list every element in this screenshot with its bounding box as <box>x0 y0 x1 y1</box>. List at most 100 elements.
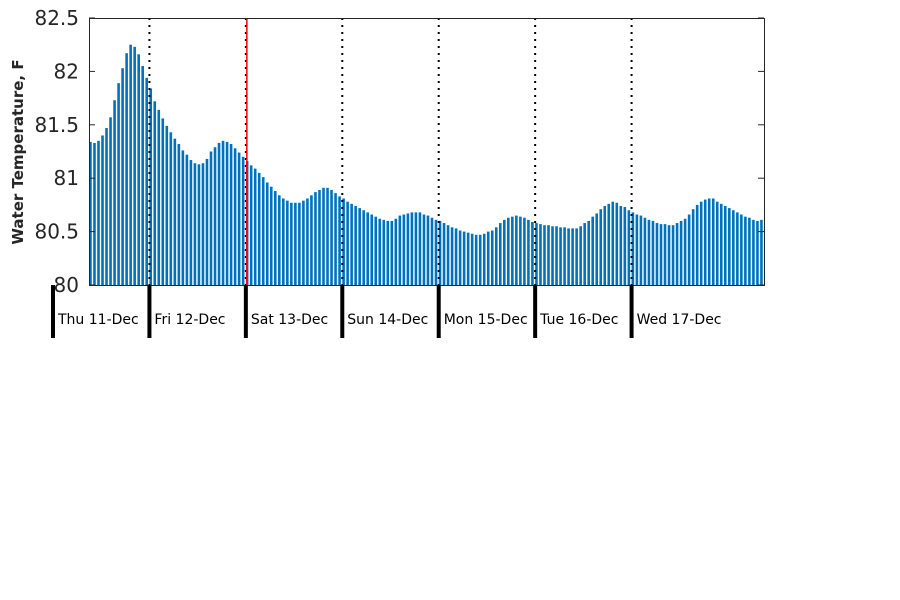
temperature-bar <box>346 201 349 285</box>
plot-axes-box <box>89 18 765 286</box>
temperature-bar <box>169 132 173 285</box>
day-label: Thu 11-Dec <box>57 312 139 328</box>
temperature-bar <box>189 160 193 285</box>
y-tick-label: 82 <box>54 59 79 83</box>
temperature-bar <box>707 198 711 285</box>
temperature-bar <box>551 226 554 285</box>
temperature-bar <box>273 191 277 285</box>
temperature-bar <box>466 232 470 285</box>
temperature-bar <box>647 219 651 285</box>
temperature-bar <box>201 163 205 285</box>
temperature-bar <box>153 101 157 285</box>
temperature-bar <box>113 100 116 286</box>
temperature-bar <box>386 220 390 285</box>
temperature-bar <box>667 225 671 285</box>
temperature-bar <box>748 217 751 285</box>
temperature-bar <box>523 217 526 285</box>
temperature-bar <box>282 198 285 285</box>
temperature-bar <box>595 213 599 285</box>
temperature-bar <box>711 198 715 285</box>
temperature-bar <box>744 216 747 285</box>
temperature-bar <box>105 128 108 285</box>
day-label: Wed 17-Dec <box>637 312 722 328</box>
temperature-bar <box>330 189 333 285</box>
temperature-bar <box>639 215 643 285</box>
temperature-bar <box>149 88 153 286</box>
temperature-bar <box>458 230 462 285</box>
temperature-bar <box>181 150 185 285</box>
temperature-bar <box>290 202 293 285</box>
temperature-bar <box>756 220 759 285</box>
temperature-bar <box>394 218 398 285</box>
temperature-bar <box>736 212 739 285</box>
temperature-bar <box>306 198 309 285</box>
temperature-bar <box>567 228 570 285</box>
x-day-axis: Thu 11-Dec Fri 12-Dec Sat 13-Dec Sun 14-Dec… <box>51 285 722 338</box>
day-label: Tue 16-Dec <box>539 312 618 328</box>
temperature-bar <box>691 209 695 285</box>
y-tick-label: 80.5 <box>34 220 79 244</box>
temperature-bar <box>470 233 474 285</box>
temperature-bar <box>740 214 743 285</box>
y-axis-ticks: 80 80.5 81 81.5 82 82.5 <box>34 6 764 297</box>
temperature-bar <box>225 141 229 285</box>
temperature-bar <box>454 228 458 285</box>
temperature-bar <box>511 216 514 285</box>
temperature-bar <box>426 215 430 285</box>
temperature-bar <box>498 223 502 285</box>
temperature-bar <box>438 220 442 285</box>
temperature-bar <box>663 224 667 285</box>
temperature-bar <box>318 189 321 285</box>
temperature-bar <box>137 54 140 286</box>
temperature-bar <box>728 208 731 285</box>
temperature-bar <box>434 219 438 285</box>
temperature-bar <box>699 201 703 285</box>
day-label: Mon 15-Dec <box>444 312 528 328</box>
temperature-bar <box>442 223 446 285</box>
temperature-bar <box>229 144 233 285</box>
temperature-bar <box>101 135 104 285</box>
temperature-bar <box>342 198 345 285</box>
temperature-bar <box>217 142 221 285</box>
temperature-bar <box>752 219 755 285</box>
temperature-bar <box>402 214 406 285</box>
temperature-bar <box>543 225 546 285</box>
temperature-bar <box>125 53 128 285</box>
temperature-bar <box>603 205 607 285</box>
temperature-bar <box>145 77 149 285</box>
temperature-bar <box>221 140 225 285</box>
temperature-bar <box>547 225 550 285</box>
temperature-bar <box>390 220 394 285</box>
y-axis-label: Water Temperature, F <box>9 59 27 244</box>
temperature-bar <box>719 203 723 285</box>
temperature-bar <box>615 202 619 285</box>
temperature-bar <box>651 220 655 285</box>
day-divider-lines <box>148 18 633 285</box>
temperature-bar <box>450 227 454 285</box>
temperature-bar <box>599 209 603 285</box>
temperature-bar <box>213 147 217 285</box>
temperature-bar <box>515 215 518 285</box>
temperature-bar <box>527 219 530 285</box>
temperature-bar <box>494 227 498 285</box>
temperature-bar <box>398 215 402 285</box>
temperature-bar <box>631 212 635 285</box>
y-tick-label: 81.5 <box>34 113 79 137</box>
day-label: Sat 13-Dec <box>251 312 328 328</box>
temperature-bar <box>679 220 683 285</box>
temperature-bar <box>185 154 189 285</box>
temperature-bar <box>121 68 124 285</box>
temperature-bar <box>519 216 522 285</box>
temperature-bar <box>760 219 763 285</box>
temperature-bar <box>422 214 426 285</box>
temperature-bar <box>209 151 213 285</box>
temperature-bar <box>97 140 100 285</box>
temperature-bar <box>555 226 558 285</box>
temperature-bar <box>627 210 631 285</box>
temperature-bar <box>539 224 542 285</box>
temperature-bar <box>326 187 329 285</box>
y-tick-label: 80 <box>54 273 79 297</box>
temperature-bar <box>559 227 562 285</box>
temperature-bar <box>241 156 245 285</box>
bars-group <box>89 44 763 286</box>
